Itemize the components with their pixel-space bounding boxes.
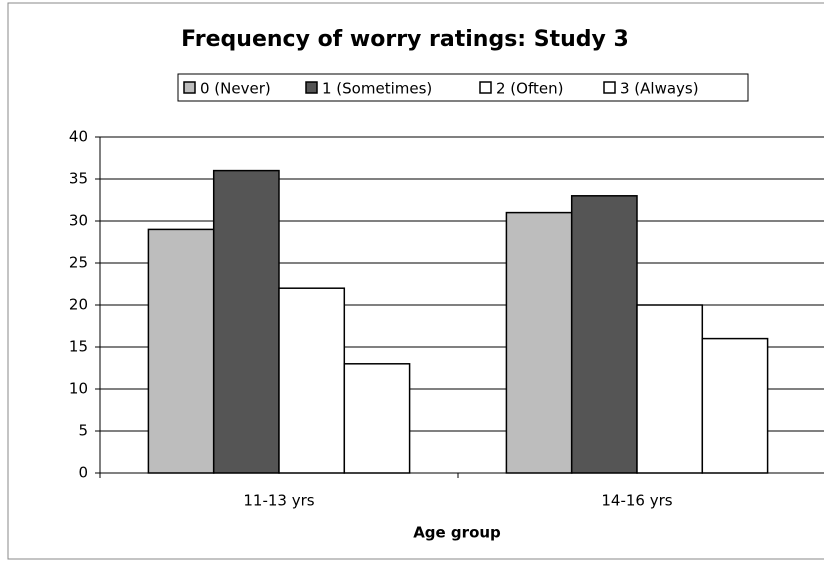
y-tick-label: 35 [69, 170, 88, 188]
bar [278, 287, 346, 474]
legend-box [177, 73, 749, 102]
bar [343, 363, 411, 474]
x-axis-title: Age group [413, 524, 501, 542]
y-tick-label: 20 [69, 296, 88, 314]
bar [701, 337, 769, 474]
legend-label: 3 (Always) [620, 80, 699, 98]
legend-swatch [603, 81, 616, 94]
bar [636, 304, 704, 474]
legend-label: 2 (Often) [496, 80, 563, 98]
legend-swatch [183, 81, 196, 94]
y-tick-label: 5 [78, 422, 88, 440]
x-tick-label: 14-16 yrs [601, 492, 672, 510]
legend-swatch [305, 81, 318, 94]
y-tick-label: 10 [69, 380, 88, 398]
x-tick-label: 11-13 yrs [243, 492, 314, 510]
chart-border [7, 2, 824, 560]
bar [570, 195, 638, 474]
y-tick-label: 15 [69, 338, 88, 356]
bar [212, 169, 280, 474]
chart-title: Frequency of worry ratings: Study 3 [181, 27, 629, 52]
y-tick-label: 0 [78, 464, 88, 482]
y-tick-label: 30 [69, 212, 88, 230]
y-tick-label: 25 [69, 254, 88, 272]
bar [505, 211, 573, 474]
legend-label: 0 (Never) [200, 80, 271, 98]
legend-swatch [479, 81, 492, 94]
legend-label: 1 (Sometimes) [322, 80, 432, 98]
y-tick-label: 40 [69, 128, 88, 146]
bar [147, 228, 215, 474]
